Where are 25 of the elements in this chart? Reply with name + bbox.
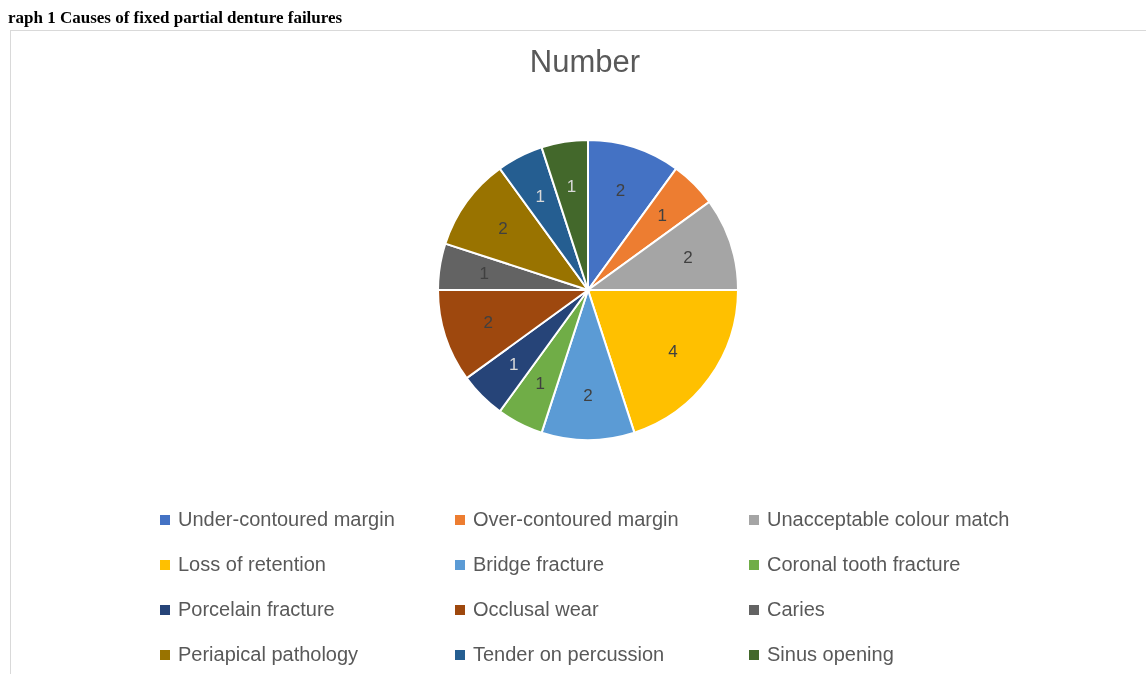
chart-title: Number	[528, 44, 642, 80]
legend-label: Porcelain fracture	[178, 598, 335, 621]
legend-label: Coronal tooth fracture	[767, 553, 961, 576]
data-label: 2	[583, 385, 593, 405]
data-label: 1	[535, 186, 546, 206]
data-label: 1	[509, 354, 519, 374]
legend-label: Over-contoured margin	[473, 508, 679, 531]
text: raph 1 Causes of fixed partial denture failures	[8, 8, 343, 28]
legend-label: Occlusal wear	[473, 598, 599, 621]
data-label: 1	[566, 176, 577, 196]
legend-label: Loss of retention	[178, 553, 326, 576]
legend-label: Caries	[767, 598, 825, 621]
legend-label: Bridge fracture	[473, 553, 605, 576]
legend-label: Sinus opening	[767, 643, 894, 666]
legend-label: Periapical pathology	[178, 643, 359, 666]
data-label: 4	[668, 342, 678, 362]
legend-label: Tender on percussion	[473, 643, 665, 666]
legend-label: Unacceptable colour match	[767, 508, 1010, 531]
data-label: 2	[483, 312, 493, 332]
data-label: 1	[657, 206, 667, 226]
data-label: 2	[683, 248, 693, 268]
data-label: 2	[498, 218, 508, 238]
legend-label: Under-contoured margin	[178, 508, 395, 531]
data-label: 2	[615, 180, 626, 200]
data-label: 1	[535, 374, 546, 394]
